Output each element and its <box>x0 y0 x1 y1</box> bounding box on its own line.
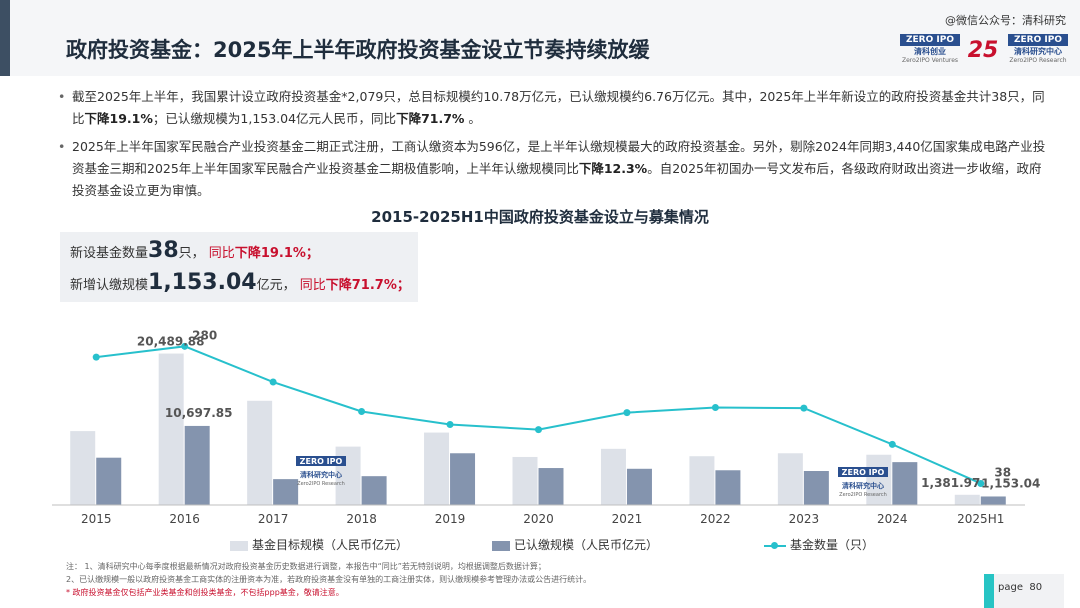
bullet-item: 2025年上半年国家军民融合产业投资基金二期正式注册，工商认缴资本为596亿，是… <box>58 136 1050 202</box>
bar-subscribed <box>626 468 652 505</box>
bar-target <box>512 456 538 505</box>
bar-target <box>954 494 980 505</box>
summary-new-funds: 新设基金数量38只， 同比下降19.1%； <box>70 238 319 263</box>
legend-swatch <box>492 540 510 551</box>
logo-cn: 清科研究中心 <box>1014 47 1062 56</box>
bar-target <box>866 454 892 505</box>
watermark-badge-bg <box>296 456 346 466</box>
line-point <box>888 440 896 448</box>
bar-subscribed <box>450 453 476 505</box>
summary-new-subscribed: 新增认缴规模1,153.04亿元， 同比下降71.7%； <box>70 270 410 295</box>
x-tick-label: 2022 <box>700 512 731 526</box>
x-tick-label: 2016 <box>169 512 200 526</box>
data-label: 280 <box>192 328 217 342</box>
line-point <box>711 404 719 412</box>
bar-target <box>424 432 450 505</box>
x-tick-label: 2015 <box>81 512 112 526</box>
footnote-2: 2、已认缴规模一般以政府投资基金工商实体的注册资本为准，若政府投资基金没有单独的… <box>66 575 592 584</box>
bar-target <box>158 353 184 505</box>
footnote-1: 注： 1、清科研究中心每季度根据最新情况对政府投资基金历史数据进行调整，本报告中… <box>66 562 546 571</box>
bar-subscribed <box>980 496 1006 505</box>
data-label: 10,697.85 <box>165 406 233 420</box>
line-point <box>623 409 631 417</box>
chart-title: 2015-2025H1中国政府投资基金设立与募集情况 <box>371 208 709 226</box>
logo-en: Zero2IPO Ventures <box>901 57 959 64</box>
watermark: @微信公众号：清科研究 <box>945 14 1066 27</box>
combo-chart: ZERO IPO 清科研究中心 Zero2IPO Research ZERO IPO 清… <box>52 328 1040 526</box>
line-point <box>358 408 366 415</box>
watermark-badge-bg <box>838 467 888 477</box>
line-point <box>800 404 808 412</box>
data-label: 1,153.04 <box>981 476 1040 490</box>
line-point <box>446 421 454 429</box>
data-label: 1,381.97 <box>921 476 980 490</box>
legend-item-count: 基金数量（只） <box>764 536 874 553</box>
x-tick-label: 2023 <box>789 512 820 526</box>
bullet-list: 截至2025年上半年，我国累计设立政府投资基金*2,079只，总目标规模约10.… <box>58 86 1050 202</box>
watermark-badge-en: Zero2IPO Research <box>839 492 887 498</box>
logo-wordmark: ZERO IPO <box>1008 34 1068 46</box>
x-tick-label: 2024 <box>877 512 908 526</box>
logo-wordmark: ZERO IPO <box>900 34 960 46</box>
zero2ipo-ventures-logo: ZERO IPO 清科创业 Zero2IPO Ventures <box>900 34 960 66</box>
page-number: page 80 <box>998 582 1043 593</box>
zero2ipo-research-logo: ZERO IPO 清科研究中心 Zero2IPO Research <box>1008 34 1068 66</box>
watermark-badge-wordmark: ZERO IPO <box>842 468 885 477</box>
bar-target <box>689 456 715 505</box>
data-label: 38 <box>994 465 1011 479</box>
logo-group: ZERO IPO 清科创业 Zero2IPO Ventures 25 ZERO … <box>900 34 1068 68</box>
logo-cn: 清科创业 <box>914 47 946 56</box>
bar-subscribed <box>184 425 210 505</box>
legend-swatch <box>230 540 248 551</box>
bar-subscribed <box>96 457 122 505</box>
bar-subscribed <box>892 462 918 505</box>
x-tick-label: 2017 <box>258 512 289 526</box>
line-point <box>535 426 542 434</box>
legend-line-marker <box>764 541 786 549</box>
page-title: 政府投资基金：2025年上半年政府投资基金设立节奏持续放缓 <box>66 38 650 62</box>
summary-box: 新设基金数量38只， 同比下降19.1%； 新增认缴规模1,153.04亿元， … <box>60 232 418 302</box>
watermark-badge-cn: 清科研究中心 <box>300 470 342 479</box>
footnotes: 注： 1、清科研究中心每季度根据最新情况对政府投资基金历史数据进行调整，本报告中… <box>66 560 591 599</box>
x-tick-label: 2019 <box>435 512 466 526</box>
bar-target <box>600 448 626 505</box>
line-point <box>977 479 985 487</box>
anniversary-logo: 25 <box>967 38 999 63</box>
bar-target <box>70 431 96 505</box>
x-tick-label: 2020 <box>523 512 554 526</box>
legend-item-target: 基金目标规模（人民币亿元） <box>230 536 408 553</box>
x-tick-label: 2018 <box>346 512 377 526</box>
title-accent-bar <box>0 0 10 76</box>
line-point <box>92 353 100 361</box>
logo-en: Zero2IPO Research <box>1009 57 1067 64</box>
watermark-badge-en: Zero2IPO Research <box>297 481 345 487</box>
legend-item-subscribed: 已认缴规模（人民币亿元） <box>492 536 658 553</box>
footnote-3: * 政府投资基金仅包括产业类基金和创投类基金，不包括ppp基金，敬请注意。 <box>66 588 344 597</box>
data-label: 20,489.88 <box>137 335 205 349</box>
page-number-box <box>994 574 1064 608</box>
bar-target <box>777 453 803 505</box>
bar-subscribed <box>715 470 741 505</box>
line-point <box>269 378 277 386</box>
chart-legend: 基金目标规模（人民币亿元） 已认缴规模（人民币亿元） 基金数量（只） <box>230 536 930 552</box>
bar-target <box>247 400 273 505</box>
bar-subscribed <box>273 479 299 505</box>
bar-subscribed <box>361 476 387 505</box>
watermark-badge-cn: 清科研究中心 <box>842 481 884 490</box>
bullet-item: 截至2025年上半年，我国累计设立政府投资基金*2,079只，总目标规模约10.… <box>58 86 1050 130</box>
page-accent-bar <box>984 574 994 608</box>
bar-subscribed <box>538 468 564 505</box>
watermark-badge-wordmark: ZERO IPO <box>300 457 343 466</box>
x-tick-label: 2025H1 <box>957 512 1004 526</box>
x-tick-label: 2021 <box>612 512 643 526</box>
bar-subscribed <box>803 471 829 505</box>
line-point <box>181 342 189 350</box>
